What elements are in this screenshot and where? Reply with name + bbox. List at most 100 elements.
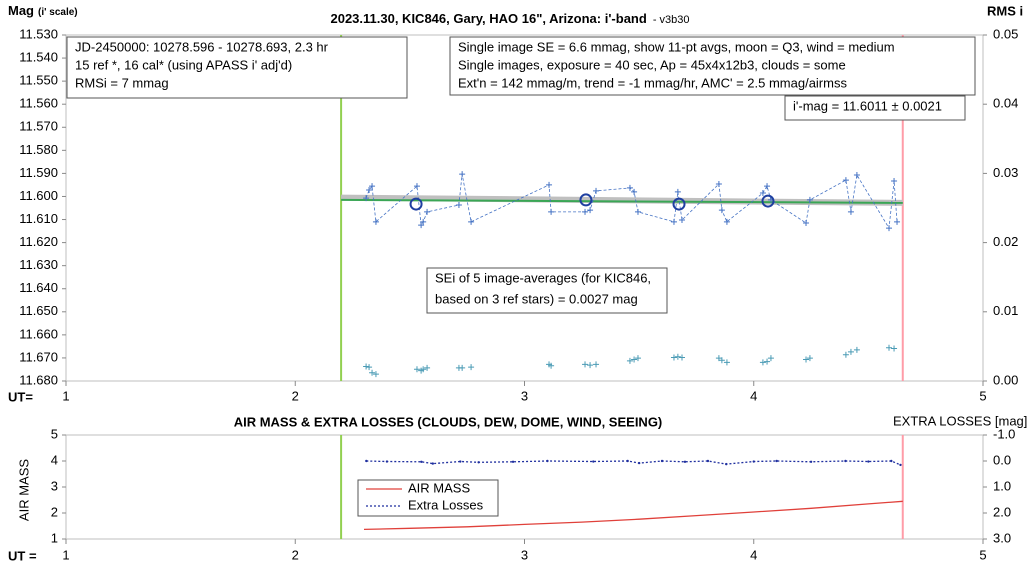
y-tick-label: 11.610 [19, 211, 58, 226]
y-tick-label: 11.570 [19, 119, 58, 134]
point [723, 218, 730, 225]
point [626, 357, 633, 364]
plot-frame [65, 434, 984, 540]
y-tick-label: 11.630 [19, 257, 58, 272]
annotation-text: based on 3 ref stars) = 0.0027 mag [435, 291, 638, 306]
point [546, 459, 549, 463]
annotation-text: Ext'n = 142 mmag/m, trend = -1 mmag/hr, … [458, 75, 847, 90]
point [369, 183, 376, 190]
point [899, 463, 902, 467]
point [806, 196, 813, 203]
point [809, 460, 813, 463]
x-tick-label: 1 [62, 547, 69, 562]
point [424, 364, 431, 371]
x-tick-label: 1 [62, 388, 69, 403]
y-tick-label: 3 [51, 478, 58, 493]
point [424, 208, 431, 215]
point [634, 208, 641, 215]
point [593, 187, 600, 194]
trend-line [363, 500, 903, 531]
y-tick-label: 11.620 [19, 234, 58, 249]
y2-tick-label: 0.05 [993, 26, 1018, 41]
x-tick-label: 3 [521, 547, 528, 562]
point [366, 187, 373, 194]
point [369, 369, 376, 376]
point [626, 459, 629, 463]
point [886, 225, 893, 232]
legend-box [357, 479, 499, 517]
annotation-text: SEi of 5 image-averages (for KIC846, [435, 270, 651, 285]
point [582, 361, 589, 368]
point [582, 208, 589, 215]
point [759, 190, 766, 197]
point [764, 183, 771, 190]
y2-tick-label: 0.0 [993, 452, 1011, 467]
point [468, 364, 475, 371]
point [718, 357, 725, 364]
annotation-text: Single image SE = 6.6 mmag, show 11-pt a… [458, 39, 895, 54]
y2-tick-label: 0.03 [993, 165, 1018, 180]
point [420, 366, 427, 373]
y-axis-label: Mag (i' scale) [8, 3, 78, 18]
point [372, 371, 379, 378]
y-tick-label: 11.670 [19, 349, 58, 364]
y2-tick-label: 0.00 [993, 372, 1018, 387]
point [891, 345, 898, 352]
x-tick-label: 2 [292, 388, 299, 403]
point [660, 459, 664, 463]
chart-title: AIR MASS & EXTRA LOSSES (CLOUDS, DEW, DO… [234, 414, 663, 429]
annotation-box [449, 36, 976, 96]
point [363, 363, 370, 370]
point [546, 181, 553, 188]
annotation-text: i'-mag = 11.6011 ± 0.0021 [793, 98, 942, 113]
point [418, 222, 425, 229]
point [674, 188, 681, 195]
point [706, 459, 710, 463]
y-tick-label: 11.580 [19, 142, 58, 157]
point [767, 355, 774, 362]
point [775, 459, 778, 463]
point [420, 460, 423, 463]
y-tick-label: 11.600 [19, 188, 58, 203]
annotation-text: 15 ref *, 16 cal* (using APASS i' adj'd) [75, 57, 292, 72]
y-tick-label: 11.530 [19, 26, 58, 41]
y-axis-label-main: Mag [8, 3, 34, 18]
y-tick-label: 5 [51, 426, 58, 441]
x-tick-label: 2 [292, 547, 299, 562]
point [548, 362, 555, 369]
legend-label: Extra Losses [408, 497, 484, 512]
legend-label: AIR MASS [408, 480, 470, 495]
point [626, 184, 633, 191]
y2-tick-label: 0.04 [993, 96, 1018, 111]
point [366, 364, 373, 371]
average-point [761, 194, 775, 208]
point [890, 459, 893, 463]
y-tick-label: 11.660 [19, 326, 58, 341]
point [459, 171, 466, 178]
point [842, 177, 849, 184]
y2-tick-label: 1.0 [993, 478, 1011, 493]
annotation-box [426, 267, 668, 314]
point [468, 218, 475, 225]
point [853, 172, 860, 179]
point [886, 344, 893, 351]
chart-title-main: 2023.11.30, KIC846, Gary, HAO 16", Arizo… [330, 11, 646, 26]
point [867, 460, 870, 463]
point [365, 459, 368, 463]
point [842, 351, 849, 358]
point [670, 354, 677, 361]
loss-line [366, 460, 901, 466]
point [459, 364, 466, 371]
point [723, 359, 730, 366]
point [847, 208, 854, 215]
y-tick-label: 4 [51, 452, 58, 467]
point [844, 459, 847, 463]
point [548, 208, 555, 215]
annotation-box [66, 36, 408, 99]
y2-axis-label: RMS i [987, 3, 1023, 18]
x-tick-label: 5 [979, 388, 986, 403]
point [894, 218, 901, 225]
y2-axis-label: EXTRA LOSSES [mag] [893, 413, 1027, 428]
y2-tick-label: 3.0 [993, 530, 1011, 545]
